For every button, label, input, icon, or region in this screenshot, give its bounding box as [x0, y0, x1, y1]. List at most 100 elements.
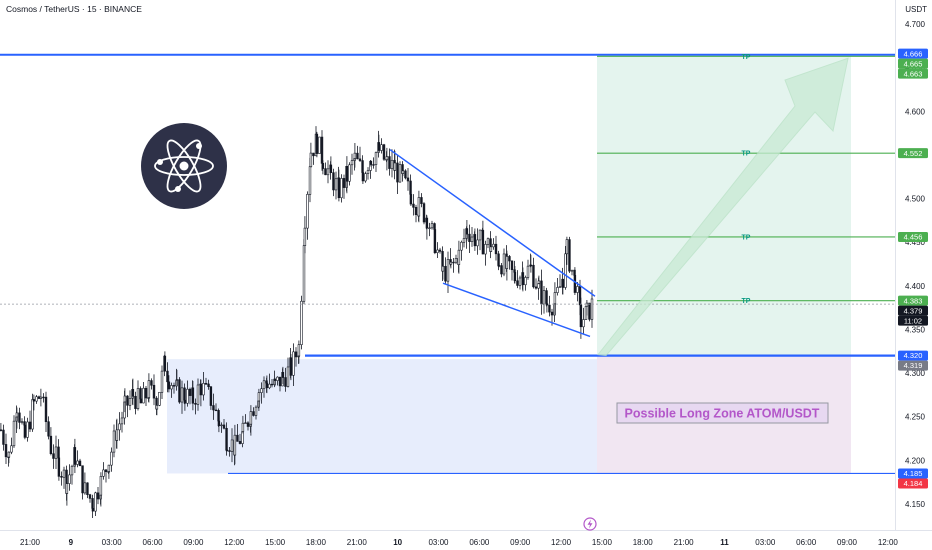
price-axis[interactable]: 4.7004.6504.6004.5504.5004.4504.4004.350… [905, 20, 926, 509]
candle [35, 395, 38, 404]
candle [444, 257, 447, 285]
candle [284, 367, 287, 392]
price-badge [898, 58, 928, 69]
long-zone-box [167, 359, 597, 474]
candle [470, 226, 474, 247]
candle [112, 424, 116, 458]
candle [252, 407, 255, 417]
tp-label: TP [742, 54, 751, 61]
price-badge [898, 350, 928, 361]
candle [54, 435, 58, 469]
candle [281, 366, 285, 385]
time-tick-label: 03:00 [428, 538, 449, 547]
candle [136, 380, 140, 411]
candle [47, 416, 50, 440]
candle [155, 400, 159, 416]
candle [94, 491, 97, 517]
candle [10, 437, 13, 455]
candle [276, 376, 279, 386]
candle [309, 142, 313, 168]
candle [4, 433, 8, 465]
candle [142, 381, 145, 404]
candle [505, 250, 509, 281]
candle [521, 267, 525, 292]
candle [104, 468, 108, 483]
candle [428, 222, 431, 237]
price-tick-label: 4.600 [905, 107, 926, 116]
candle [278, 376, 282, 392]
candle [406, 168, 410, 191]
candle [369, 160, 373, 167]
candle [478, 229, 482, 251]
time-tick-label: 09:00 [183, 538, 204, 547]
candle [534, 278, 538, 290]
atom-logo [141, 123, 227, 209]
time-axis[interactable]: 21:00 9 03:00 06:00 09:00 12:00 15:00 18:00 21:0… [20, 538, 898, 547]
candle [315, 131, 319, 158]
candle [417, 190, 421, 223]
candle [462, 228, 466, 248]
wedge-lower-line[interactable] [442, 282, 591, 338]
wedge-upper-line[interactable] [389, 149, 596, 297]
candle [350, 153, 354, 175]
price-badge [898, 148, 928, 159]
price-badge-text: 4.383 [904, 296, 923, 305]
candle [246, 421, 250, 431]
countdown-badge [898, 315, 928, 326]
candle [576, 281, 579, 302]
candle [548, 295, 551, 317]
candle [292, 343, 295, 386]
candle [532, 257, 535, 289]
candle [558, 274, 562, 288]
candle [516, 270, 519, 289]
candle [476, 228, 479, 255]
price-badge-text: 4.320 [904, 351, 923, 360]
candle [196, 378, 200, 411]
candle [268, 373, 271, 390]
candle [361, 168, 365, 185]
candle [414, 204, 418, 223]
candle [342, 174, 346, 199]
candle [52, 444, 55, 469]
candle [441, 256, 445, 280]
currency-label: USDT [905, 5, 927, 14]
candle [188, 387, 192, 405]
candle [529, 254, 533, 273]
candle [115, 418, 119, 449]
candle [118, 412, 121, 441]
candle [186, 380, 189, 407]
levels: TP TP TP TP [0, 53, 895, 475]
candle [175, 369, 179, 386]
candle [561, 278, 565, 295]
candle [524, 275, 527, 291]
candle [204, 377, 208, 386]
candle [194, 398, 197, 415]
price-tick-label: 4.300 [905, 369, 926, 378]
candle [486, 237, 490, 249]
candle [334, 171, 338, 200]
candle [356, 145, 359, 160]
candle [12, 415, 16, 448]
candle [26, 417, 29, 442]
price-badge [898, 48, 928, 59]
candle [382, 143, 386, 161]
candle [39, 388, 43, 407]
candle [409, 185, 413, 207]
candle [303, 216, 307, 254]
candle [465, 220, 469, 241]
candle [20, 418, 24, 425]
candle [452, 257, 455, 273]
candle [110, 447, 113, 472]
candle [7, 451, 11, 464]
lightning-icon[interactable] [583, 517, 597, 531]
candle [120, 411, 124, 433]
candle [340, 174, 343, 203]
candle [254, 405, 258, 420]
candle [537, 275, 541, 285]
candle [170, 382, 173, 398]
candle [388, 148, 391, 176]
time-tick-label: 12:00 [224, 538, 245, 547]
candle [438, 247, 442, 254]
candle [497, 257, 501, 268]
